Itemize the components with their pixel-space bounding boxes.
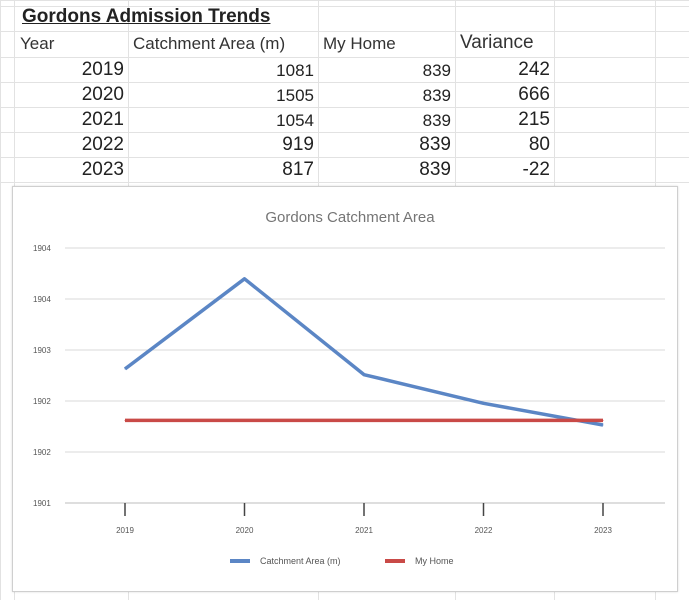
data-point bbox=[483, 402, 484, 404]
y-tick-label: 1902 bbox=[33, 397, 51, 406]
y-tick-label: 1903 bbox=[33, 346, 51, 355]
data-point bbox=[602, 424, 604, 426]
grid-row-line bbox=[0, 157, 689, 158]
x-tick-label: 2023 bbox=[594, 526, 612, 535]
cell-year[interactable]: 2021 bbox=[81, 109, 124, 130]
cell-year[interactable]: 2022 bbox=[81, 134, 124, 155]
y-tick-label: 1904 bbox=[33, 295, 51, 304]
cell-my-home[interactable]: 839 bbox=[419, 159, 451, 180]
data-point bbox=[244, 419, 245, 421]
legend-label: Catchment Area (m) bbox=[260, 556, 341, 566]
grid-row-line bbox=[0, 132, 689, 133]
sheet-title[interactable]: Gordons Admission Trends bbox=[22, 6, 271, 27]
data-point bbox=[244, 278, 245, 280]
header-year[interactable]: Year bbox=[20, 34, 55, 53]
data-point bbox=[363, 374, 365, 376]
header-variance[interactable]: Variance bbox=[460, 32, 534, 53]
cell-variance[interactable]: 666 bbox=[518, 84, 550, 105]
cell-year[interactable]: 2023 bbox=[81, 159, 124, 180]
data-point bbox=[483, 419, 484, 421]
grid-row-line bbox=[0, 31, 689, 32]
x-tick-label: 2019 bbox=[116, 526, 134, 535]
cell-catchment[interactable]: 1054 bbox=[276, 111, 314, 130]
data-point bbox=[124, 368, 126, 370]
cell-my-home[interactable]: 839 bbox=[419, 134, 451, 155]
y-tick-label: 1901 bbox=[33, 499, 51, 508]
grid-row-line bbox=[0, 82, 689, 83]
cell-my-home[interactable]: 839 bbox=[422, 61, 451, 80]
x-tick-label: 2021 bbox=[355, 526, 373, 535]
grid-row-line bbox=[0, 182, 689, 183]
header-catchment[interactable]: Catchment Area (m) bbox=[133, 34, 286, 53]
embedded-chart[interactable]: Gordons Catchment Area 1904 1904 1903 1902 1… bbox=[12, 186, 678, 592]
line-chart: Gordons Catchment Area 1904 1904 1903 1902 1… bbox=[33, 209, 665, 566]
x-tick-label: 2022 bbox=[475, 526, 493, 535]
grid-row-line bbox=[0, 107, 689, 108]
y-tick-label: 1902 bbox=[33, 448, 51, 457]
data-point bbox=[124, 419, 126, 421]
cell-variance[interactable]: 215 bbox=[518, 109, 550, 130]
chart-title: Gordons Catchment Area bbox=[265, 209, 435, 226]
cell-catchment[interactable]: 919 bbox=[282, 134, 314, 155]
grid-row-line bbox=[0, 6, 689, 7]
grid-row-line bbox=[0, 57, 689, 58]
cell-variance[interactable]: 80 bbox=[528, 134, 550, 155]
cell-year[interactable]: 2020 bbox=[81, 84, 124, 105]
cell-catchment[interactable]: 1081 bbox=[276, 61, 314, 80]
cell-my-home[interactable]: 839 bbox=[422, 111, 451, 130]
cell-catchment[interactable]: 1505 bbox=[276, 86, 314, 105]
series-line-catchment bbox=[123, 277, 604, 427]
legend-label: My Home bbox=[415, 556, 454, 566]
cell-variance[interactable]: -22 bbox=[522, 159, 550, 180]
cell-variance[interactable]: 242 bbox=[518, 59, 550, 80]
x-tick-label: 2020 bbox=[236, 526, 254, 535]
cell-year[interactable]: 2019 bbox=[81, 59, 124, 80]
header-my-home[interactable]: My Home bbox=[323, 34, 396, 53]
cell-my-home[interactable]: 839 bbox=[422, 86, 451, 105]
cell-catchment[interactable]: 817 bbox=[282, 159, 314, 180]
y-tick-label: 1904 bbox=[33, 244, 51, 253]
data-point bbox=[602, 419, 604, 421]
data-point bbox=[363, 419, 365, 421]
